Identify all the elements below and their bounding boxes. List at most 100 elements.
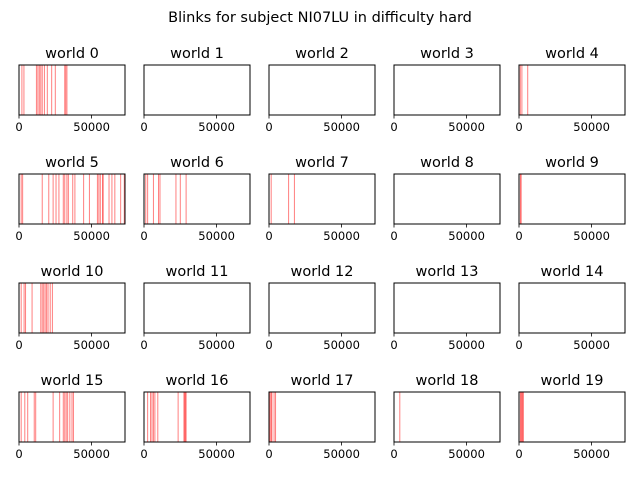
plot-frame: [393, 391, 501, 443]
plot-frame: [268, 173, 376, 225]
x-tick-label: 50000: [448, 447, 485, 461]
x-tick-label: 0: [515, 120, 522, 134]
plot-frame: [393, 64, 501, 116]
subplot-world-2: world 2 0 50000: [265, 46, 376, 134]
subplot-title: world 16: [166, 373, 229, 389]
subplot-world-3: world 3 0 50000: [390, 46, 501, 134]
x-tick-label: 0: [265, 447, 272, 461]
x-tick-label: 0: [140, 229, 147, 243]
plot-frame: [18, 282, 126, 334]
subplot-title: world 4: [545, 46, 599, 62]
subplot-world-7: world 7 0 50000: [265, 155, 376, 243]
x-tick-label: 50000: [198, 338, 235, 352]
x-tick-label: 50000: [198, 229, 235, 243]
subplot-title: world 7: [295, 155, 349, 171]
x-tick-label: 0: [515, 338, 522, 352]
x-tick-label: 50000: [448, 120, 485, 134]
subplot-title: world 11: [166, 264, 229, 280]
x-tick-label: 0: [15, 120, 22, 134]
plot-frame: [393, 173, 501, 225]
subplot-world-10: world 10 0 50000: [15, 264, 126, 352]
subplot-title: world 2: [295, 46, 349, 62]
plot-frame: [518, 391, 626, 443]
subplot-world-17: world 17 0 50000: [265, 373, 376, 461]
x-tick-label: 0: [390, 338, 397, 352]
x-tick-label: 0: [15, 229, 22, 243]
subplot-world-18: world 18 0 50000: [390, 373, 501, 461]
subplot-title: world 13: [416, 264, 479, 280]
subplot-world-13: world 13 0 50000: [390, 264, 501, 352]
x-tick-label: 0: [390, 229, 397, 243]
x-tick-label: 0: [15, 338, 22, 352]
x-tick-label: 50000: [73, 338, 110, 352]
x-tick-label: 0: [140, 338, 147, 352]
plot-frame: [18, 391, 126, 443]
subplot-world-15: world 15 0 50000: [15, 373, 126, 461]
plot-frame: [268, 282, 376, 334]
x-tick-label: 50000: [323, 229, 360, 243]
subplot-world-1: world 1 0 50000: [140, 46, 251, 134]
subplot-world-12: world 12 0 50000: [265, 264, 376, 352]
subplot-world-5: world 5 0 50000: [15, 155, 126, 243]
x-tick-label: 50000: [73, 120, 110, 134]
x-tick-label: 50000: [448, 338, 485, 352]
plot-frame: [268, 391, 376, 443]
subplot-world-14: world 14 0 50000: [515, 264, 626, 352]
subplot-title: world 10: [41, 264, 104, 280]
plot-frame: [143, 64, 251, 116]
subplot-title: world 1: [170, 46, 224, 62]
subplot-world-8: world 8 0 50000: [390, 155, 501, 243]
subplot-title: world 12: [291, 264, 354, 280]
plot-frame: [518, 64, 626, 116]
subplot-title: world 3: [420, 46, 474, 62]
plot-frame: [518, 282, 626, 334]
x-tick-label: 0: [265, 229, 272, 243]
subplot-world-9: world 9 0 50000: [515, 155, 626, 243]
plot-frame: [268, 64, 376, 116]
subplot-title: world 15: [41, 373, 104, 389]
subplot-world-16: world 16 0 50000: [140, 373, 251, 461]
plot-frame: [143, 282, 251, 334]
x-tick-label: 0: [15, 447, 22, 461]
x-tick-label: 0: [515, 447, 522, 461]
subplot-world-19: world 19 0 50000: [515, 373, 626, 461]
x-tick-label: 0: [265, 338, 272, 352]
x-tick-label: 0: [515, 229, 522, 243]
plot-frame: [18, 64, 126, 116]
x-tick-label: 0: [265, 120, 272, 134]
chart-title: Blinks for subject NI07LU in difficulty …: [168, 10, 472, 26]
x-tick-label: 0: [390, 447, 397, 461]
x-tick-label: 50000: [73, 447, 110, 461]
subplot-title: world 19: [541, 373, 604, 389]
plot-frame: [143, 391, 251, 443]
plot-frame: [18, 173, 126, 225]
plot-frame: [518, 173, 626, 225]
subplot-title: world 9: [545, 155, 599, 171]
subplot-title: world 0: [45, 46, 99, 62]
subplot-title: world 5: [45, 155, 99, 171]
x-tick-label: 50000: [573, 447, 610, 461]
x-tick-label: 50000: [573, 338, 610, 352]
subplot-world-6: world 6 0 50000: [140, 155, 251, 243]
x-tick-label: 50000: [198, 447, 235, 461]
x-tick-label: 50000: [448, 229, 485, 243]
subplot-title: world 18: [416, 373, 479, 389]
x-tick-label: 50000: [323, 447, 360, 461]
x-tick-label: 0: [140, 120, 147, 134]
x-tick-label: 50000: [323, 338, 360, 352]
subplot-title: world 14: [541, 264, 604, 280]
x-tick-label: 50000: [198, 120, 235, 134]
plot-frame: [143, 173, 251, 225]
x-tick-label: 50000: [323, 120, 360, 134]
plot-frame: [393, 282, 501, 334]
x-tick-label: 0: [390, 120, 397, 134]
x-tick-label: 50000: [573, 120, 610, 134]
subplot-world-0: world 0 0 50000: [15, 46, 126, 134]
subplot-title: world 6: [170, 155, 224, 171]
subplot-title: world 8: [420, 155, 474, 171]
x-tick-label: 50000: [573, 229, 610, 243]
subplot-world-4: world 4 0 50000: [515, 46, 626, 134]
x-tick-label: 50000: [73, 229, 110, 243]
